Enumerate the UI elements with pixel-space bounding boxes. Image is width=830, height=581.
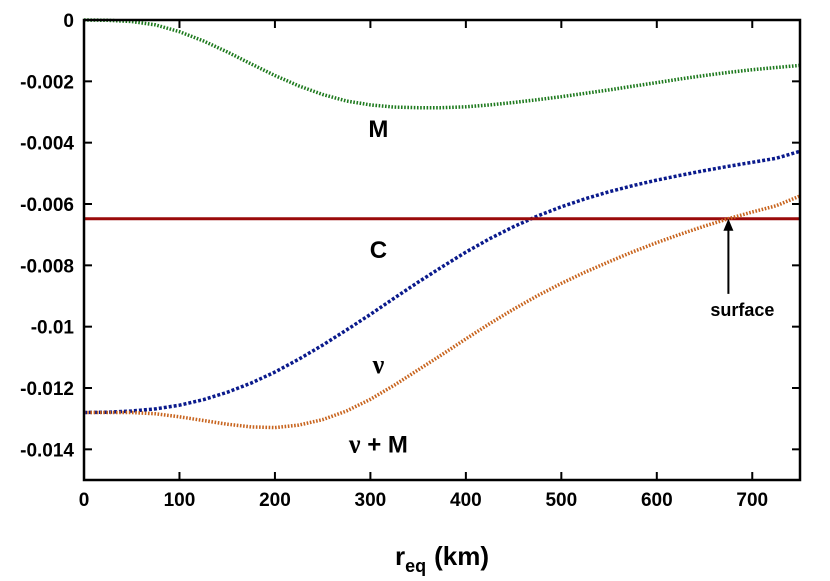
annotation-layer: M Cν ν + M surface (348, 116, 775, 459)
annotation-m: M (368, 116, 388, 143)
x-tick-label: 0 (79, 490, 90, 511)
x-tick-label: 200 (259, 490, 291, 511)
x-tick-label: 400 (450, 490, 482, 511)
x-axis-label: req (km) (395, 541, 489, 576)
annotation-nu-plus-m: ν + M (348, 430, 408, 459)
x-tick-label: 300 (355, 490, 387, 511)
plot-frame (82, 18, 802, 482)
x-axis-label-symbol: r (395, 541, 405, 571)
y-tick-label: -0.006 (20, 195, 74, 216)
series-layer (83, 18, 801, 430)
x-tick-label: 500 (545, 490, 577, 511)
y-tick-label: -0.002 (20, 72, 74, 93)
plot-area (84, 20, 800, 480)
y-tick-label: -0.004 (20, 134, 74, 155)
surface-arrow-head (723, 218, 734, 231)
x-tick-label: 700 (736, 490, 768, 511)
y-tick-label: -0.014 (20, 440, 74, 461)
y-tick-label: -0.01 (31, 318, 75, 339)
x-tick-label: 100 (164, 490, 196, 511)
annotation-surface: surface (710, 300, 774, 320)
y-tick-label: -0.008 (20, 256, 74, 277)
ticks-layer: 0 100 200 300 400 500 600 700 0 -0.002 -0.004 -0.00… (20, 11, 800, 511)
series-nu-plus-m-line (84, 194, 801, 430)
y-tick-label: -0.012 (20, 379, 74, 400)
annotation-nu: ν (372, 350, 385, 379)
series-nu-line (83, 149, 801, 415)
x-axis-label-unit: (km) (434, 541, 489, 571)
x-axis-label-subscript: eq (405, 556, 426, 576)
annotation-c: C (370, 237, 387, 264)
series-m-line (83, 18, 801, 110)
x-tick-label: 600 (641, 490, 673, 511)
y-tick-label: 0 (63, 11, 74, 32)
